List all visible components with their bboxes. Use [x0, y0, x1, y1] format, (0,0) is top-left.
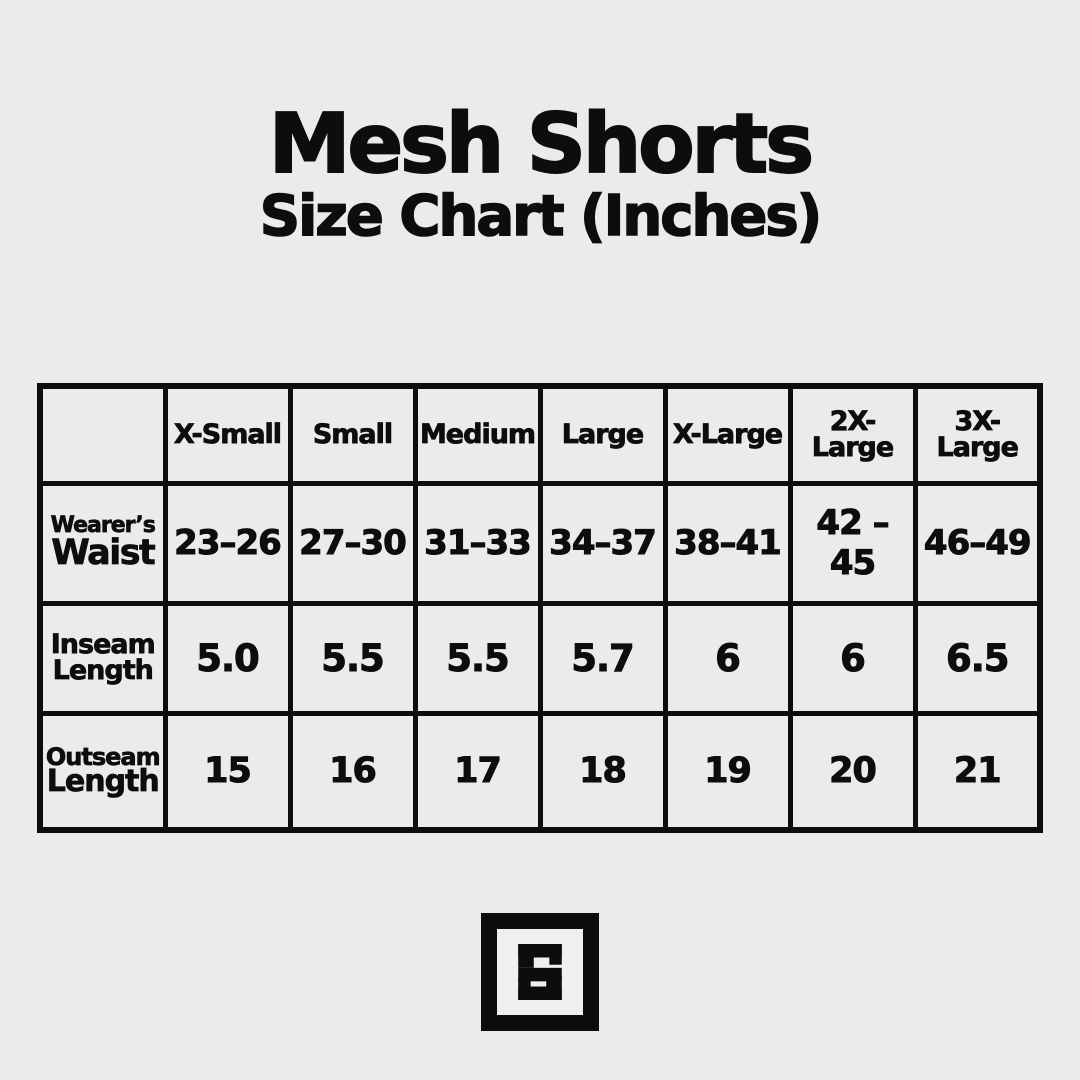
inseam-cell-2x-large: 6 — [787, 600, 918, 716]
table-row-waist: Wearer’s Waist 23–26 27–30 31–33 34–37 3… — [37, 480, 1043, 606]
column-header-3x-large: 3X- Large — [912, 383, 1043, 486]
waist-cell-large: 34–37 — [537, 480, 668, 606]
inseam-cell-medium: 5.5 — [412, 600, 543, 716]
row-label-line1: Inseam — [50, 629, 156, 661]
inseam-cell-small: 5.5 — [287, 600, 418, 716]
outseam-cell-medium: 17 — [412, 710, 543, 833]
inseam-cell-x-small: 5.0 — [162, 600, 293, 716]
row-label-inseam-length: Inseam Length — [37, 600, 168, 716]
column-header-x-large: X-Large — [662, 383, 793, 486]
page-title: Mesh Shorts — [268, 97, 815, 192]
outseam-cell-large: 18 — [537, 710, 668, 833]
inseam-cell-3x-large: 6.5 — [912, 600, 1043, 716]
outseam-cell-x-large: 19 — [662, 710, 793, 833]
size-chart-table: X-Small Small Medium Large X-Large 2X- L… — [37, 383, 1043, 833]
table-row-outseam: Outseam Length 15 16 17 18 19 20 21 — [37, 710, 1043, 833]
outseam-cell-2x-large: 20 — [787, 710, 918, 833]
column-header-x-small: X-Small — [162, 383, 293, 486]
brand-logo — [481, 913, 599, 1031]
table-header-row: X-Small Small Medium Large X-Large 2X- L… — [37, 383, 1043, 486]
waist-cell-small: 27–30 — [287, 480, 418, 606]
outseam-cell-3x-large: 21 — [912, 710, 1043, 833]
outseam-cell-x-small: 15 — [162, 710, 293, 833]
column-header-2x-large: 2X- Large — [787, 383, 918, 486]
row-label-line2: Waist — [51, 532, 156, 573]
page-subtitle: Size Chart (Inches) — [259, 184, 823, 249]
title-block: Mesh Shorts Size Chart (Inches) — [0, 97, 1080, 249]
waist-cell-3x-large: 46–49 — [912, 480, 1043, 606]
column-header-large: Large — [537, 383, 668, 486]
waist-cell-x-small: 23–26 — [162, 480, 293, 606]
inseam-cell-x-large: 6 — [662, 600, 793, 716]
corner-cell — [37, 383, 168, 486]
column-header-medium: Medium — [412, 383, 543, 486]
inseam-cell-large: 5.7 — [537, 600, 668, 716]
column-header-small: Small — [287, 383, 418, 486]
waist-cell-medium: 31–33 — [412, 480, 543, 606]
row-label-line2: Length — [46, 764, 160, 800]
table-row-inseam: Inseam Length 5.0 5.5 5.5 5.7 6 6 6.5 — [37, 600, 1043, 716]
row-label-outseam-length: Outseam Length — [37, 710, 168, 833]
row-label-wearers-waist: Wearer’s Waist — [37, 480, 168, 606]
waist-cell-2x-large: 42 – 45 — [787, 480, 918, 606]
outseam-cell-small: 16 — [287, 710, 418, 833]
row-label-line1: Outseam — [45, 742, 161, 771]
s-square-logo-icon — [518, 944, 562, 1000]
row-label-line1: Wearer’s — [50, 512, 156, 538]
waist-cell-x-large: 38–41 — [662, 480, 793, 606]
row-label-line2: Length — [52, 655, 154, 686]
